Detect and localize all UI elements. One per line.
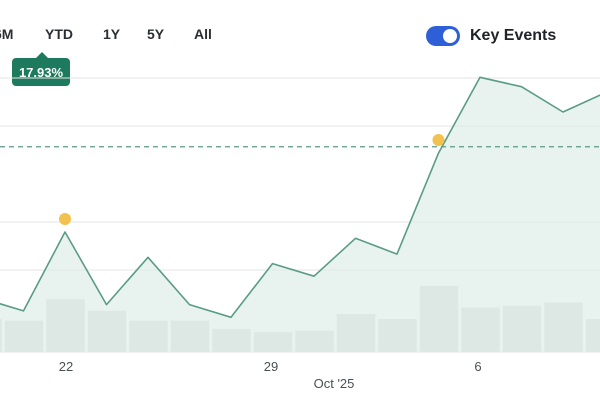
badge-pointer [36,52,48,58]
x-month-label: Oct '25 [314,376,355,391]
tab-ytd[interactable]: YTD [45,26,73,42]
tab-5y[interactable]: 5Y [147,26,165,42]
tab-6m[interactable]: 6M [0,26,14,42]
tab-all[interactable]: All [194,26,212,42]
x-tick-label: 22 [59,359,73,374]
key-events-label: Key Events [470,27,557,44]
toggle-knob [443,29,457,43]
x-axis-ticks: 22 29 6 Oct '25 [59,359,482,391]
x-tick-label: 6 [474,359,481,374]
area-fill [0,77,600,352]
key-event-markers [59,134,445,225]
x-tick-label: 29 [264,359,278,374]
key-event-dot[interactable] [59,213,71,225]
key-events-control: Key Events [426,24,556,48]
price-line [0,76,600,319]
key-events-toggle[interactable] [426,26,460,46]
key-event-dot[interactable] [432,134,445,147]
tab-1y[interactable]: 1Y [103,26,121,42]
value-badge: 17.93% [12,58,70,86]
